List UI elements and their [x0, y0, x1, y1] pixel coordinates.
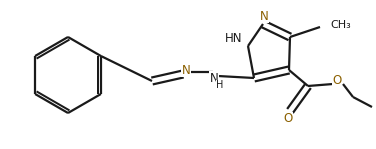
Text: O: O: [332, 74, 342, 87]
Text: N: N: [259, 10, 268, 22]
Text: HN: HN: [225, 32, 243, 45]
Text: N: N: [182, 63, 190, 76]
Text: H: H: [216, 80, 224, 90]
Text: N: N: [210, 72, 218, 84]
Text: O: O: [284, 112, 293, 125]
Text: CH₃: CH₃: [330, 20, 351, 30]
